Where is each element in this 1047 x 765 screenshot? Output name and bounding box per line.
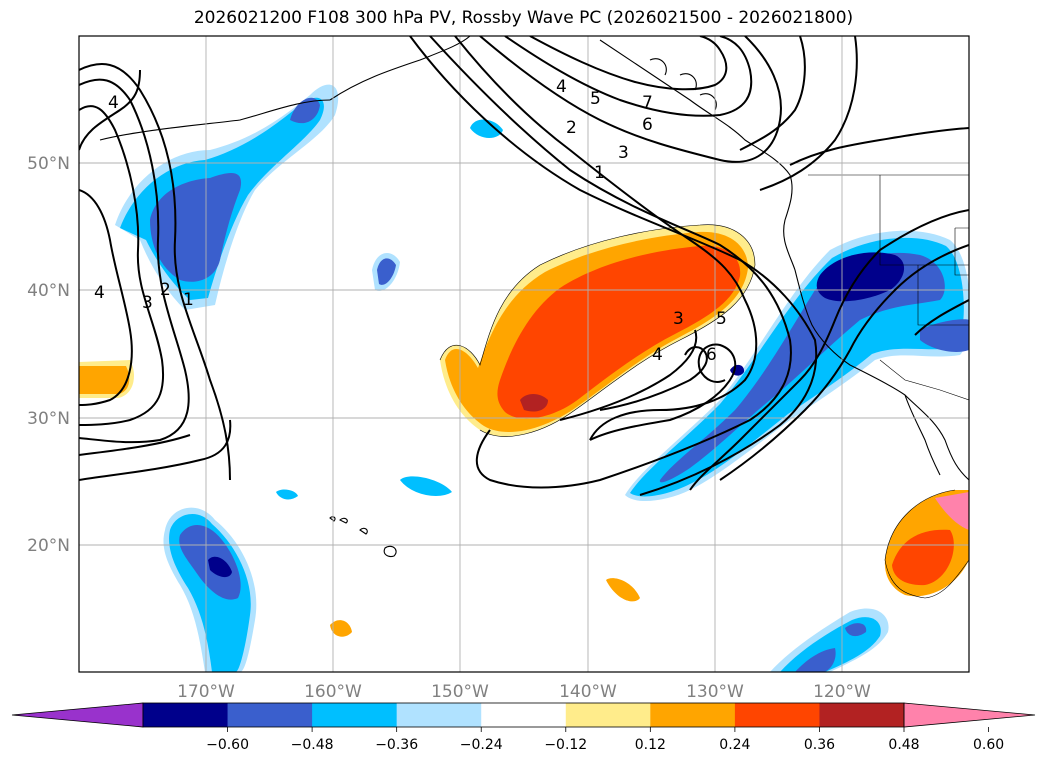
colorbar-tick-label: −0.60 [206, 737, 249, 753]
pv-anomaly-outlines [439, 224, 969, 599]
colorbar-tick-label: −0.12 [544, 737, 587, 753]
contour-label: 4 [108, 93, 119, 113]
pv-small-anomalies [79, 119, 969, 672]
political-borders [808, 174, 969, 401]
colorbar-segment [227, 703, 313, 727]
colorbar-segment [481, 703, 567, 727]
gridlines [79, 36, 969, 672]
contour-label: 4 [652, 345, 663, 365]
colorbar: −0.60 −0.48 −0.36 −0.24 −0.12 0.12 0.24 0.36 0.4… [11, 702, 1036, 753]
contour-label: 4 [94, 283, 105, 303]
colorbar-segment [396, 703, 482, 727]
colorbar-segment [734, 703, 820, 727]
colorbar-frame [142, 702, 905, 728]
colorbar-tick-label: −0.48 [291, 737, 334, 753]
colorbar-tick-label: 0.12 [635, 737, 666, 753]
contour-label: 3 [673, 309, 684, 329]
lon-tick-label: 140°W [559, 682, 617, 702]
lon-tick-label: 170°W [177, 682, 235, 702]
lon-tick-label: 130°W [686, 682, 744, 702]
lon-tick-label: 160°W [304, 682, 362, 702]
map-plot-area: 4 5 7 6 2 3 1 4 3 2 1 4 3 5 4 6 [79, 36, 969, 672]
colorbar-tick-label: 0.60 [973, 737, 1004, 753]
colorbar-segment [819, 703, 905, 727]
colorbar-extend-high [903, 702, 1036, 728]
colorbar-tick-label: 0.24 [719, 737, 750, 753]
map-frame [78, 35, 970, 673]
contour-labels: 4 5 7 6 2 3 1 4 3 2 1 4 3 5 4 6 [94, 77, 727, 365]
lon-tick-label: 120°W [813, 682, 871, 702]
contour-label: 5 [590, 89, 601, 109]
colorbar-segment [565, 703, 651, 727]
contour-label: 7 [642, 93, 653, 113]
colorbar-extend-low [11, 702, 144, 728]
colorbar-tick-label: −0.24 [460, 737, 503, 753]
contour-label: 3 [618, 143, 629, 163]
lat-tick-label: 50°N [27, 154, 70, 174]
lat-tick-label: 40°N [27, 281, 70, 301]
map-title: 2026021200 F108 300 hPa PV, Rossby Wave … [193, 8, 854, 28]
longitude-axis: 170°W 160°W 150°W 140°W 130°W 120°W [177, 682, 871, 702]
pv-negative-anomaly-west [115, 84, 339, 310]
contour-label: 2 [566, 118, 577, 138]
lon-tick-label: 150°W [431, 682, 489, 702]
rossby-contours [79, 36, 969, 496]
latitude-axis: 20°N 30°N 40°N 50°N [27, 154, 70, 556]
colorbar-tick-label: 0.36 [804, 737, 835, 753]
colorbar-segment [312, 703, 398, 727]
colorbar-segment [650, 703, 736, 727]
contour-label: 4 [556, 77, 567, 97]
contour-label: 6 [642, 115, 653, 135]
lat-tick-label: 30°N [27, 409, 70, 429]
colorbar-segment [143, 703, 229, 727]
colorbar-tick-label: 0.48 [888, 737, 919, 753]
contour-label: 1 [183, 290, 194, 310]
pv-negative-anomaly-ridge [625, 230, 969, 501]
contour-label: 5 [716, 309, 727, 329]
contour-label: 1 [594, 163, 605, 183]
colorbar-tick-label: −0.36 [375, 737, 418, 753]
lat-tick-label: 20°N [27, 536, 70, 556]
contour-label: 6 [706, 345, 717, 365]
contour-label: 2 [160, 280, 171, 300]
pv-positive-anomaly-trough [440, 224, 755, 437]
pv-negative-anomaly-southwest [163, 507, 257, 672]
contour-label: 3 [142, 293, 153, 313]
